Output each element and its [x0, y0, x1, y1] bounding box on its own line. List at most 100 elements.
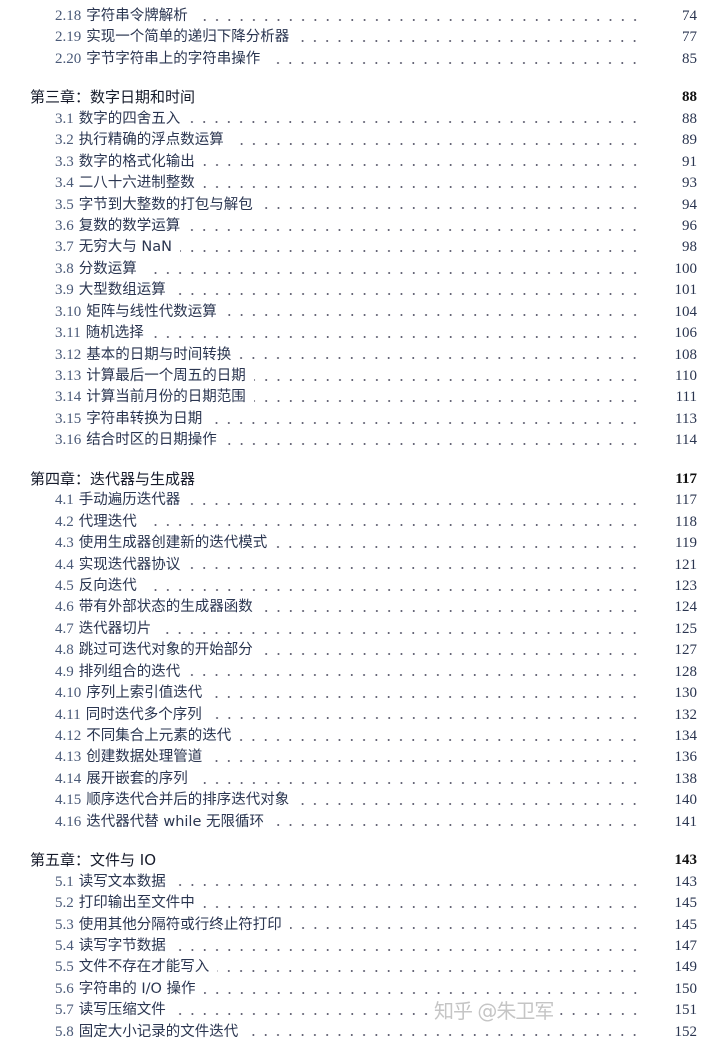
section-number: 3.8	[55, 260, 74, 277]
section-entry[interactable]: 2.20 字节字符串上的字符串操作 85	[0, 49, 720, 70]
entry-title: 第四章：迭代器与生成器	[30, 469, 196, 488]
section-entry[interactable]: 3.10 矩阵与线性代数运算 104	[0, 302, 720, 323]
section-entry[interactable]: 4.1 手动遍历迭代器 117	[0, 490, 720, 511]
section-entry[interactable]: 5.8 固定大小记录的文件迭代 152	[0, 1022, 720, 1043]
section-number: 2.19	[55, 29, 82, 46]
page-number: 96	[682, 217, 697, 234]
entry-title: 不同集合上元素的迭代	[86, 728, 232, 744]
entry-title: 固定大小记录的文件迭代	[78, 1023, 239, 1040]
chapter-entry[interactable]: 第三章：数字日期和时间 88	[0, 87, 720, 108]
section-entry[interactable]: 5.1 读写文本数据 143	[0, 872, 720, 893]
section-entry[interactable]: 3.15 字符串转换为日期 113	[0, 409, 720, 430]
section-entry[interactable]: 4.12 不同集合上元素的迭代 134	[0, 726, 720, 747]
section-entry[interactable]: 5.7 读写压缩文件 151	[0, 1000, 720, 1021]
page-number: 114	[675, 432, 697, 449]
section-entry[interactable]: 3.16 结合时区的日期操作 114	[0, 430, 720, 451]
entry-title: 执行精确的浮点数运算	[78, 132, 224, 149]
section-entry[interactable]: 4.16 迭代器代替 while 无限循环 141	[0, 812, 720, 833]
page-number: 85	[682, 50, 697, 67]
section-entry[interactable]: 4.3 使用生成器创建新的迭代模式 119	[0, 533, 720, 554]
section-entry[interactable]: 5.5 文件不存在才能写入 149	[0, 957, 720, 978]
dot-leader	[144, 271, 641, 274]
page-number: 108	[674, 346, 698, 363]
page-number: 77	[682, 29, 697, 46]
entry-title: 打印输出至文件中	[78, 895, 195, 912]
entry-title: 计算最后一个周五的日期	[86, 368, 246, 384]
dot-leader	[253, 378, 641, 381]
entry-title: 手动遍历迭代器	[78, 492, 181, 509]
section-entry[interactable]: 3.7 无穷大与 NaN 98	[0, 237, 720, 258]
section-entry[interactable]: 4.11 同时迭代多个序列 132	[0, 705, 720, 726]
section-entry[interactable]: 3.13 计算最后一个周五的日期 110	[0, 366, 720, 387]
dot-leader	[195, 18, 641, 21]
section-number: 3.9	[55, 282, 74, 299]
section-number: 3.5	[55, 196, 74, 213]
section-entry[interactable]: 3.11 随机选择 106	[0, 323, 720, 344]
section-number: 4.2	[55, 513, 74, 530]
dot-leader	[202, 905, 641, 908]
section-number: 4.11	[55, 706, 81, 723]
section-entry[interactable]: 5.6 字符串的 I/O 操作 150	[0, 979, 720, 1000]
section-number: 4.15	[55, 792, 82, 809]
page-number: 113	[675, 410, 697, 427]
section-entry[interactable]: 4.9 排列组合的迭代 128	[0, 662, 720, 683]
section-entry[interactable]: 4.6 带有外部状态的生成器函数 124	[0, 597, 720, 618]
dot-leader	[179, 250, 641, 253]
dot-leader	[188, 567, 641, 570]
section-number: 4.16	[55, 813, 82, 830]
dot-leader	[297, 803, 641, 806]
section-entry[interactable]: 4.7 迭代器切片 125	[0, 619, 720, 640]
section-entry[interactable]: 5.3 使用其他分隔符或行终止符打印 145	[0, 915, 720, 936]
dot-leader	[173, 1012, 641, 1015]
page-number: 152	[674, 1023, 698, 1040]
section-entry[interactable]: 3.2 执行精确的浮点数运算 89	[0, 130, 720, 151]
section-number: 3.2	[55, 132, 74, 149]
section-entry[interactable]: 4.10 序列上索引值迭代 130	[0, 683, 720, 704]
entry-title: 无穷大与 NaN	[78, 239, 172, 256]
page-number: 91	[682, 153, 697, 170]
entry-title: 字符串转换为日期	[86, 410, 203, 427]
section-entry[interactable]: 4.2 代理迭代 118	[0, 512, 720, 533]
section-entry[interactable]: 4.4 实现迭代器协议 121	[0, 555, 720, 576]
entry-title: 迭代器代替 while 无限循环	[86, 813, 264, 830]
section-entry[interactable]: 3.12 基本的日期与时间转换 108	[0, 345, 720, 366]
dot-leader	[224, 314, 641, 317]
chapter-entry[interactable]: 第五章：文件与 IO 143	[0, 850, 720, 871]
dot-leader	[239, 357, 641, 360]
section-entry[interactable]: 3.14 计算当前月份的日期范围 111	[0, 387, 720, 408]
page-number: 124	[674, 599, 698, 616]
entry-title: 基本的日期与时间转换	[86, 346, 232, 363]
section-entry[interactable]: 3.5 字节到大整数的打包与解包 94	[0, 195, 720, 216]
entry-title: 顺序迭代合并后的排序迭代对象	[86, 792, 290, 809]
entry-title: 实现迭代器协议	[78, 556, 181, 573]
section-entry[interactable]: 4.8 跳过可迭代对象的开始部分 127	[0, 640, 720, 661]
dot-leader	[188, 121, 641, 124]
dot-leader	[188, 502, 641, 505]
page-number: 143	[674, 873, 698, 890]
section-entry[interactable]: 3.3 数字的格式化输出 91	[0, 152, 720, 173]
section-entry[interactable]: 3.6 复数的数学运算 96	[0, 216, 720, 237]
section-number: 4.4	[55, 556, 74, 573]
dot-leader	[210, 695, 641, 698]
section-entry[interactable]: 4.15 顺序迭代合并后的排序迭代对象 140	[0, 790, 720, 811]
section-entry[interactable]: 2.18 字符串令牌解析 74	[0, 6, 720, 27]
section-entry[interactable]: 4.5 反向迭代 123	[0, 576, 720, 597]
section-entry[interactable]: 4.14 展开嵌套的序列 138	[0, 769, 720, 790]
section-entry[interactable]: 3.1 数字的四舍五入 88	[0, 109, 720, 130]
entry-title: 字节到大整数的打包与解包	[78, 196, 253, 213]
section-entry[interactable]: 3.4 二八十六进制整数 93	[0, 173, 720, 194]
section-number: 5.6	[55, 980, 74, 997]
section-number: 2.20	[55, 50, 82, 67]
page-number: 74	[682, 8, 697, 24]
chapter-entry[interactable]: 第四章：迭代器与生成器 117	[0, 469, 720, 490]
entry-title: 迭代器切片	[78, 620, 152, 637]
section-entry[interactable]: 5.2 打印输出至文件中 145	[0, 893, 720, 914]
dot-leader	[210, 760, 641, 763]
section-entry[interactable]: 4.13 创建数据处理管道 136	[0, 747, 720, 768]
entry-title: 第三章：数字日期和时间	[30, 88, 196, 107]
section-entry[interactable]: 3.9 大型数组运算 101	[0, 280, 720, 301]
section-entry[interactable]: 2.19 实现一个简单的递归下降分析器 77	[0, 27, 720, 48]
section-entry[interactable]: 3.8 分数运算 100	[0, 259, 720, 280]
section-entry[interactable]: 5.4 读写字节数据 147	[0, 936, 720, 957]
dot-leader	[260, 207, 641, 210]
